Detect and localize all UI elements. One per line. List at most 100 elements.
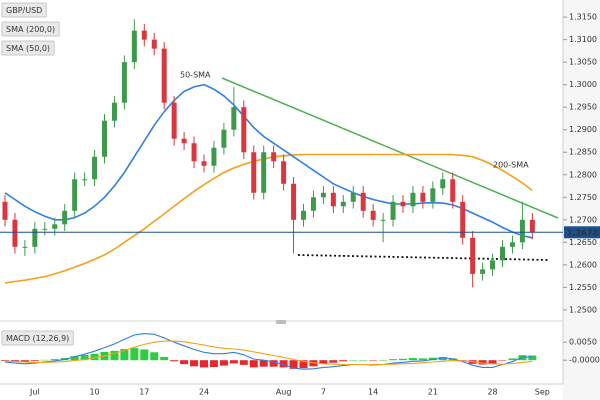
x-tick-label: 21	[428, 388, 438, 397]
candle-body	[509, 242, 515, 247]
legend-label: GBP/USD	[6, 6, 42, 15]
y-tick-label: 1.2550	[569, 283, 597, 292]
histogram-bar	[478, 360, 487, 365]
macd-line	[4, 340, 533, 366]
y-tick-label: 1.2850	[569, 148, 597, 157]
y-tick-label: 1.3000	[569, 80, 597, 89]
y-tick-label: 1.3050	[569, 58, 597, 67]
histogram-bar	[170, 360, 179, 362]
y-tick-label: -0.0000	[569, 356, 600, 365]
candle-body	[460, 201, 466, 238]
legend-item: GBP/USD	[1, 2, 47, 18]
histogram-bar	[70, 356, 79, 361]
histogram-bar	[30, 360, 39, 361]
histogram-bar	[269, 360, 278, 367]
histogram-bar	[150, 352, 159, 361]
histogram-bar	[219, 360, 228, 366]
candle-body	[12, 219, 18, 247]
y-tick-label: 1.2950	[569, 103, 597, 112]
histogram-bar	[508, 358, 517, 361]
candle-body	[291, 183, 297, 220]
candle-body	[490, 260, 496, 270]
histogram-bar	[80, 354, 89, 361]
histogram-bar	[190, 360, 199, 367]
candle-body	[440, 179, 446, 189]
x-tick-label: Sep	[535, 388, 550, 397]
macd-line	[4, 333, 533, 370]
candle-body	[72, 179, 78, 211]
candle-body	[102, 120, 107, 157]
panel-handle	[276, 320, 286, 324]
candle-body	[320, 192, 326, 198]
legend-item: MACD (12,26,9)	[1, 330, 74, 346]
y-tick-label: 1.2800	[569, 170, 597, 179]
x-tick-label: Jul	[29, 388, 40, 397]
y-tick-label: 1.2700	[569, 215, 597, 224]
candle-body	[450, 179, 456, 202]
y-tick-label: 1.2500	[569, 305, 597, 314]
y-tick-label: 1.2600	[569, 260, 597, 269]
histogram-bar	[140, 349, 149, 361]
candle-body	[141, 30, 147, 40]
histogram-bar	[239, 360, 248, 365]
resistance-trendline	[221, 77, 559, 219]
candle-body	[131, 30, 137, 63]
legend-box	[1, 330, 74, 346]
legend-item: SMA (200,0)	[1, 21, 60, 37]
y-tick-label: 1.3100	[569, 35, 597, 44]
candle-body	[529, 219, 535, 233]
candle-body	[340, 201, 346, 207]
histogram-bar	[259, 360, 268, 367]
sma-line	[4, 83, 533, 239]
last-price-box	[564, 226, 600, 239]
histogram-bar	[369, 360, 378, 361]
histogram-bar	[399, 358, 407, 361]
histogram-bar	[180, 360, 189, 365]
x-tick-label: 24	[199, 388, 209, 397]
candle-body	[430, 188, 436, 202]
x-tick-label: 14	[368, 388, 378, 397]
histogram-bar	[408, 358, 417, 361]
support-line	[297, 254, 551, 261]
candle-body	[350, 192, 356, 202]
candle-body	[241, 107, 247, 153]
candle-body	[22, 246, 28, 248]
candle-body	[261, 152, 267, 193]
candle-body	[121, 62, 127, 103]
candle-body	[211, 147, 217, 166]
candle-body	[370, 210, 376, 220]
histogram-bar	[349, 360, 358, 361]
legend-box	[1, 40, 55, 56]
candle-body	[281, 161, 287, 184]
last-price-label: 1.26723	[567, 228, 600, 237]
y-tick-label: 1.2750	[569, 193, 597, 202]
candle-body	[181, 138, 187, 144]
histogram-bar	[40, 359, 49, 361]
histogram-bar	[329, 360, 338, 363]
candle-body	[330, 192, 336, 207]
annotation: 200-SMA	[493, 161, 529, 170]
candle-body	[32, 228, 38, 247]
candle-body	[420, 192, 426, 202]
x-tick-label: 28	[487, 388, 497, 397]
candle-body	[519, 219, 525, 243]
histogram-bar	[249, 360, 258, 368]
candle-body	[360, 192, 366, 211]
legend-box	[1, 21, 60, 37]
histogram-bar	[50, 359, 59, 361]
histogram-bar	[90, 353, 99, 361]
legend-box	[1, 2, 47, 18]
y-tick-label: 0.0050	[569, 338, 597, 347]
histogram-bar	[289, 360, 298, 369]
histogram-bar	[130, 347, 139, 361]
y-tick-label: 1.3150	[569, 13, 597, 22]
candle-body	[310, 197, 316, 211]
candle-body	[380, 219, 386, 221]
candle-body	[111, 102, 117, 121]
histogram-bar	[200, 360, 208, 368]
histogram-bar	[20, 360, 29, 362]
histogram-bar	[488, 360, 497, 364]
histogram-bar	[319, 360, 328, 364]
sma-line	[4, 153, 533, 284]
